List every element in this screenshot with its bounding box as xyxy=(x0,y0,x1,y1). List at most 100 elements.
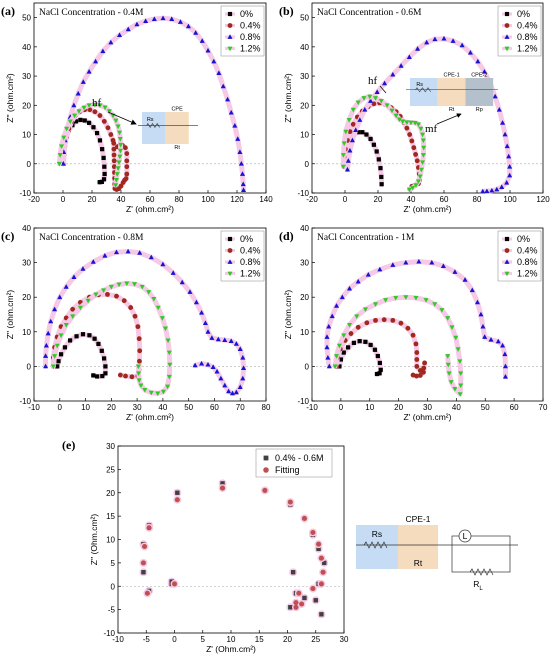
y-axis-label: Z'' (ohm.cm²) xyxy=(283,73,293,123)
data-point xyxy=(421,369,426,375)
data-point xyxy=(117,154,123,160)
data-point xyxy=(216,70,222,76)
data-point xyxy=(293,604,299,610)
data-point xyxy=(240,375,246,381)
data-point xyxy=(334,303,340,308)
data-point xyxy=(448,380,454,385)
circuit-label: Rt xyxy=(174,145,180,151)
y-tick-label: 25 xyxy=(106,465,115,474)
data-point xyxy=(457,392,463,397)
data-point xyxy=(322,560,327,566)
data-point xyxy=(136,378,142,383)
data-point xyxy=(205,361,211,367)
data-point xyxy=(296,590,302,596)
data-point xyxy=(393,296,399,301)
legend-marker xyxy=(263,455,269,461)
data-point xyxy=(179,279,185,285)
plot-frame xyxy=(311,2,544,194)
circuit-resistor xyxy=(469,568,494,576)
legend-label: 1.2% xyxy=(517,269,538,279)
data-point xyxy=(480,188,486,194)
x-tick-label: -20 xyxy=(28,195,40,204)
legend-label: 0.4% xyxy=(240,246,261,256)
x-tick-label: 20 xyxy=(394,403,403,412)
y-tick-label: -10 xyxy=(297,397,309,406)
x-tick-label: 10 xyxy=(365,403,374,412)
data-point xyxy=(100,48,106,54)
series-1-2- xyxy=(56,102,124,188)
data-point xyxy=(78,117,83,123)
data-point xyxy=(440,263,446,268)
circuit-label: Rt xyxy=(414,558,423,568)
data-point xyxy=(174,497,180,503)
legend-label: 0.8% xyxy=(240,32,261,42)
data-point xyxy=(114,172,120,177)
annotation-arrow xyxy=(379,85,387,94)
panel-b: -20 0 20 40 60 80 100 120 -10 0 10 20 30 40 50 Z' (ohm.… xyxy=(279,2,550,214)
data-point xyxy=(458,371,464,377)
data-point xyxy=(52,354,58,359)
data-point xyxy=(129,374,135,380)
data-point xyxy=(219,485,226,491)
data-point xyxy=(123,373,128,379)
data-point xyxy=(80,332,86,337)
data-point xyxy=(373,317,378,323)
data-point xyxy=(117,372,123,378)
data-point xyxy=(124,171,130,177)
x-tick-label: 10 xyxy=(227,635,236,644)
data-point xyxy=(151,297,157,302)
data-point xyxy=(452,269,458,274)
data-point xyxy=(72,113,78,119)
data-point xyxy=(143,18,149,24)
data-point xyxy=(125,26,131,32)
y-tick-label: 10 xyxy=(22,131,31,140)
series-halo xyxy=(60,15,246,193)
series-0-8- xyxy=(324,258,508,380)
data-point xyxy=(351,340,356,345)
data-point xyxy=(377,360,382,366)
data-point xyxy=(93,58,99,64)
data-point xyxy=(58,352,64,357)
data-point xyxy=(318,581,324,587)
data-point xyxy=(504,180,510,185)
x-tick-label: -5 xyxy=(143,635,151,644)
legend-label: Fitting xyxy=(275,465,300,475)
data-point xyxy=(160,389,166,395)
x-tick-label: 60 xyxy=(510,403,519,412)
data-point xyxy=(372,347,378,352)
x-tick-label: 0 xyxy=(172,635,177,644)
data-point xyxy=(341,141,347,147)
data-point xyxy=(467,49,473,55)
x-tick-label: 40 xyxy=(158,403,167,412)
circuit-label: Rs xyxy=(372,529,382,539)
data-point xyxy=(413,183,419,188)
data-point xyxy=(124,281,130,287)
data-point xyxy=(59,144,65,149)
data-point xyxy=(441,35,447,41)
data-point xyxy=(92,102,98,108)
circuit-resistor xyxy=(146,122,160,129)
data-point xyxy=(378,166,383,171)
data-point xyxy=(199,360,205,366)
data-point xyxy=(101,118,107,124)
legend-marker xyxy=(504,236,510,242)
data-point xyxy=(373,302,379,307)
data-point xyxy=(215,336,221,342)
data-point xyxy=(340,153,346,158)
x-tick-label: 80 xyxy=(262,403,271,412)
y-tick-label: -5 xyxy=(108,606,116,615)
data-point xyxy=(73,119,79,124)
data-point xyxy=(237,346,243,351)
data-point xyxy=(71,274,77,280)
x-tick-label: 120 xyxy=(536,195,550,204)
annotation-hf: hf xyxy=(92,97,102,109)
legend-label: 1.2% xyxy=(240,269,261,279)
data-point xyxy=(413,152,419,157)
data-point xyxy=(97,103,103,109)
data-point xyxy=(124,151,130,156)
data-point xyxy=(202,320,208,326)
legend: 0.4% - 0.6M Fitting xyxy=(255,448,333,478)
x-axis-label: Z' (ohm.cm²) xyxy=(404,204,452,214)
data-point xyxy=(507,163,513,169)
data-point xyxy=(87,333,92,338)
